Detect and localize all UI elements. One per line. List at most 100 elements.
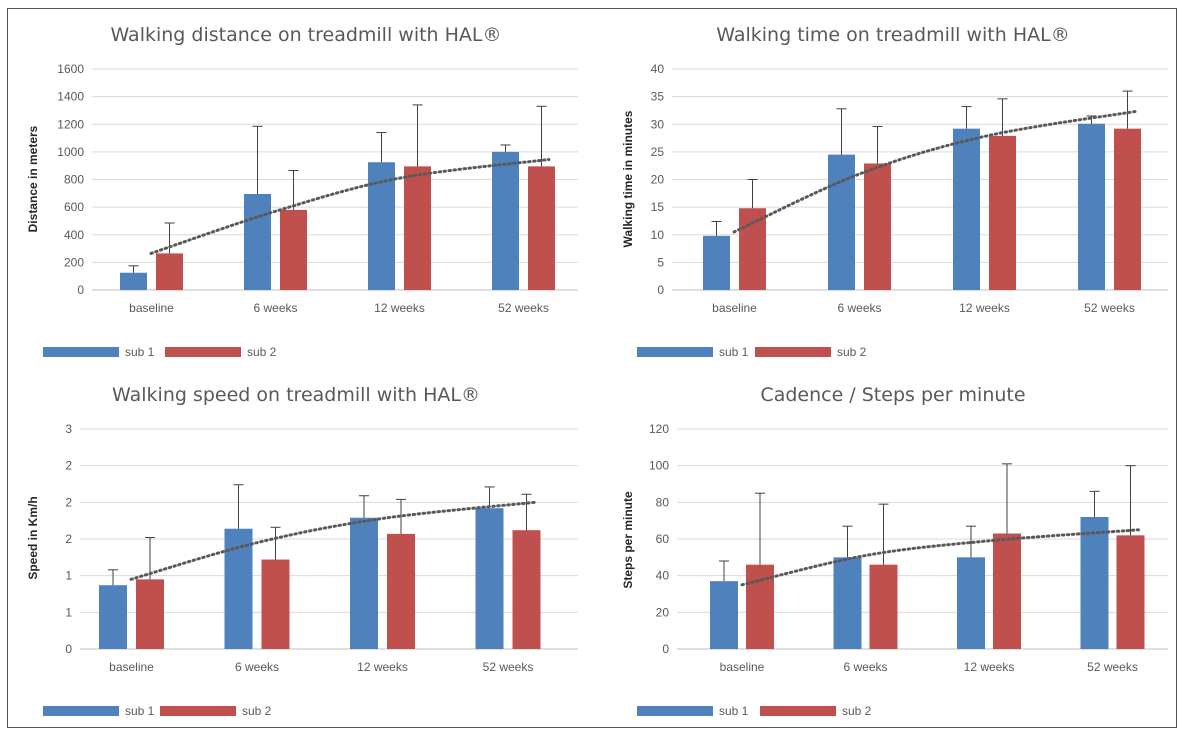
chart-distance: Walking distance on treadmill with HAL® …: [26, 24, 578, 359]
bar-sub1: [953, 128, 980, 290]
legend-label-sub2: sub 2: [837, 345, 867, 359]
y-tick-label: 2: [65, 459, 72, 473]
y-axis-label: Walking time in minutes: [621, 110, 635, 247]
y-tick-label: 1: [65, 605, 72, 619]
x-tick-label: baseline: [109, 660, 154, 674]
legend-swatch-sub1: [43, 347, 119, 357]
x-tick-label: baseline: [712, 301, 757, 315]
legend-label-sub2: sub 2: [242, 704, 272, 718]
x-tick-label: 12 weeks: [374, 301, 425, 315]
y-tick-label: 1600: [57, 62, 84, 76]
bar-sub2: [528, 166, 555, 290]
bar-sub1: [475, 508, 504, 649]
bar-sub2: [864, 163, 891, 290]
legend-swatch-sub2: [160, 706, 236, 716]
y-tick-label: 600: [64, 200, 84, 214]
bar-sub1: [492, 151, 519, 290]
chart-title: Walking speed on treadmill with HAL®: [112, 384, 480, 406]
bar-sub2: [261, 559, 290, 649]
legend-label-sub1: sub 1: [125, 345, 155, 359]
bar-sub1: [957, 557, 985, 649]
trendline: [149, 157, 551, 255]
legend-swatch-sub1: [637, 347, 713, 357]
bar-sub2: [387, 533, 415, 649]
legend-label-sub1: sub 1: [125, 704, 155, 718]
x-tick-label: baseline: [720, 660, 765, 674]
y-tick-label: 20: [656, 605, 670, 619]
y-tick-label: 400: [64, 228, 84, 242]
y-tick-label: 40: [656, 569, 670, 583]
x-tick-label: 12 weeks: [357, 660, 408, 674]
y-tick-label: 1000: [57, 145, 84, 159]
bar-sub1: [99, 585, 127, 649]
chart-time: Walking time on treadmill with HAL® Walk…: [621, 24, 1168, 359]
legend-swatch-sub1: [43, 706, 119, 716]
bar-sub2: [136, 579, 164, 649]
legend-swatch-sub2: [165, 347, 241, 357]
bar-sub2: [1116, 535, 1145, 649]
bar-sub2: [1114, 128, 1141, 290]
y-tick-label: 30: [651, 117, 665, 131]
y-tick-label: 0: [65, 642, 72, 656]
bar-sub2: [512, 530, 541, 649]
y-tick-label: 0: [77, 283, 84, 297]
y-tick-label: 2: [65, 532, 72, 546]
legend-swatch-sub1: [637, 706, 713, 716]
legend-swatch-sub2: [755, 347, 831, 357]
trendline: [129, 500, 536, 581]
x-tick-label: baseline: [129, 301, 174, 315]
y-tick-label: 2: [65, 495, 72, 509]
bar-sub2: [156, 253, 183, 290]
x-tick-label: 6 weeks: [235, 660, 279, 674]
chart-title: Walking distance on treadmill with HAL®: [110, 24, 501, 46]
y-axis-label: Speed in Km/h: [26, 496, 40, 579]
y-axis-label: Distance in meters: [26, 125, 40, 232]
y-tick-label: 20: [651, 173, 665, 187]
bar-sub1: [828, 154, 855, 290]
legend-label-sub2: sub 2: [842, 704, 872, 718]
x-tick-label: 52 weeks: [483, 660, 534, 674]
bar-sub1: [350, 517, 378, 649]
bar-sub1: [710, 581, 738, 649]
bar-sub2: [869, 564, 898, 649]
x-tick-label: 12 weeks: [964, 660, 1015, 674]
bar-sub1: [244, 194, 271, 290]
y-tick-label: 800: [64, 173, 84, 187]
y-tick-label: 35: [651, 90, 665, 104]
bar-sub2: [739, 208, 766, 290]
y-tick-label: 0: [662, 642, 669, 656]
bar-sub2: [280, 209, 307, 290]
y-tick-label: 25: [651, 145, 665, 159]
x-tick-label: 52 weeks: [1087, 660, 1138, 674]
bar-sub1: [120, 272, 147, 290]
y-tick-label: 40: [651, 62, 665, 76]
y-axis-label: Steps per minute: [621, 491, 635, 589]
trendline: [732, 110, 1137, 234]
x-tick-label: 6 weeks: [837, 301, 881, 315]
bar-sub1: [1080, 517, 1109, 649]
x-tick-label: 6 weeks: [253, 301, 297, 315]
y-tick-label: 100: [649, 459, 669, 473]
y-tick-label: 80: [656, 495, 670, 509]
y-tick-label: 1: [65, 569, 72, 583]
bar-sub1: [833, 557, 862, 649]
x-tick-label: 52 weeks: [498, 301, 549, 315]
bar-sub2: [746, 564, 774, 649]
trendline: [740, 528, 1140, 587]
chart-title: Walking time on treadmill with HAL®: [716, 24, 1069, 46]
x-tick-label: 52 weeks: [1084, 301, 1135, 315]
y-tick-label: 1400: [57, 90, 84, 104]
legend-label-sub1: sub 1: [719, 345, 749, 359]
chart-title: Cadence / Steps per minute: [760, 384, 1025, 406]
y-tick-label: 3: [65, 422, 72, 436]
bar-sub1: [703, 235, 730, 290]
chart-speed: Walking speed on treadmill with HAL® Spe…: [26, 384, 578, 718]
legend-label-sub1: sub 1: [719, 704, 749, 718]
x-tick-label: 6 weeks: [843, 660, 887, 674]
y-tick-label: 120: [649, 422, 669, 436]
y-tick-label: 15: [651, 200, 665, 214]
y-tick-label: 0: [657, 283, 664, 297]
bar-sub2: [404, 166, 431, 290]
chart-cadence: Cadence / Steps per minute Steps per min…: [621, 384, 1168, 718]
